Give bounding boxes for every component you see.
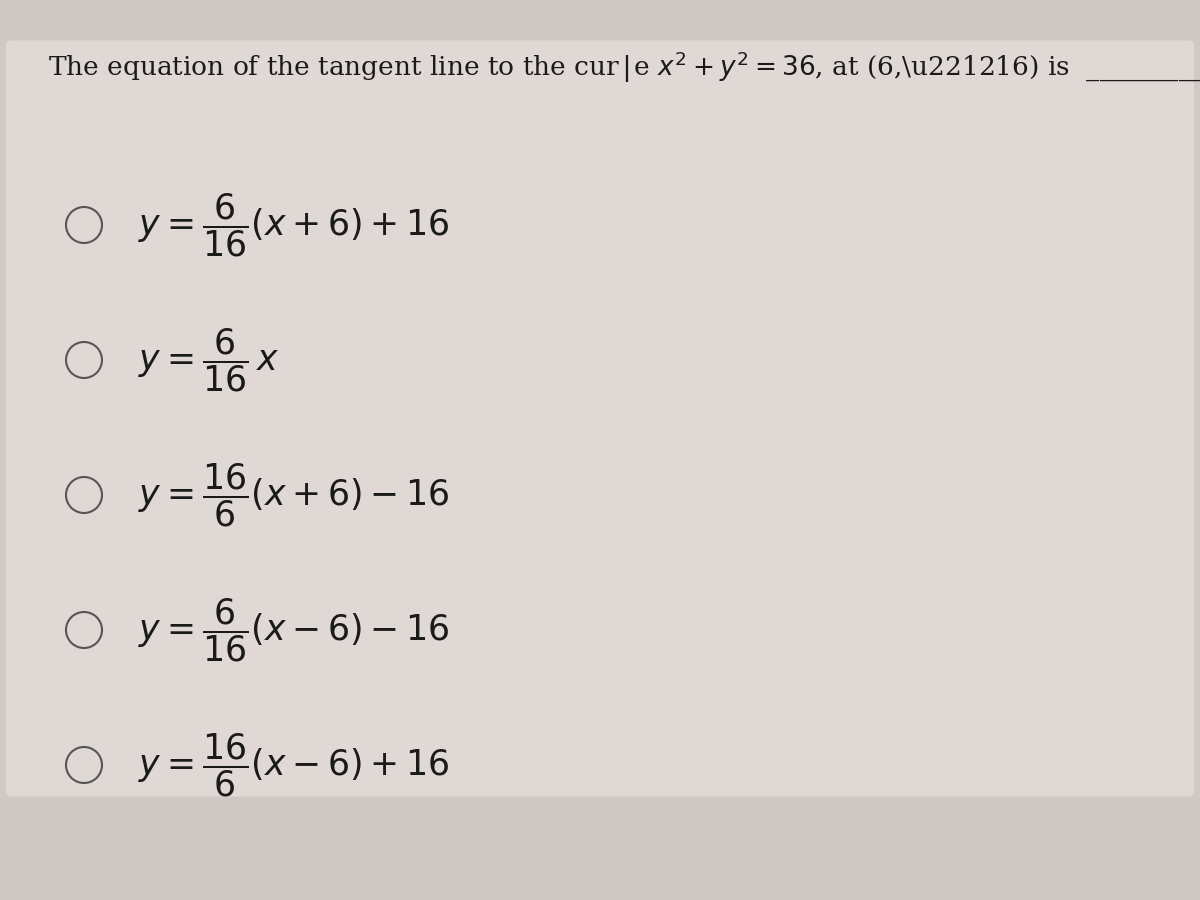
- Text: $y = \dfrac{6}{16}\,x$: $y = \dfrac{6}{16}\,x$: [138, 326, 280, 394]
- Text: $y = \dfrac{16}{6}(x - 6) + 16$: $y = \dfrac{16}{6}(x - 6) + 16$: [138, 731, 450, 799]
- Text: $y = \dfrac{16}{6}(x + 6) - 16$: $y = \dfrac{16}{6}(x + 6) - 16$: [138, 461, 450, 529]
- Text: The equation of the tangent line to the cur$\mathtt{|}$e $x^2 + y^2 = 36$, at (6: The equation of the tangent line to the …: [48, 50, 1200, 85]
- Text: $y = \dfrac{6}{16}(x + 6) + 16$: $y = \dfrac{6}{16}(x + 6) + 16$: [138, 191, 450, 259]
- Text: $y = \dfrac{6}{16}(x - 6) - 16$: $y = \dfrac{6}{16}(x - 6) - 16$: [138, 596, 450, 664]
- FancyBboxPatch shape: [6, 40, 1194, 796]
